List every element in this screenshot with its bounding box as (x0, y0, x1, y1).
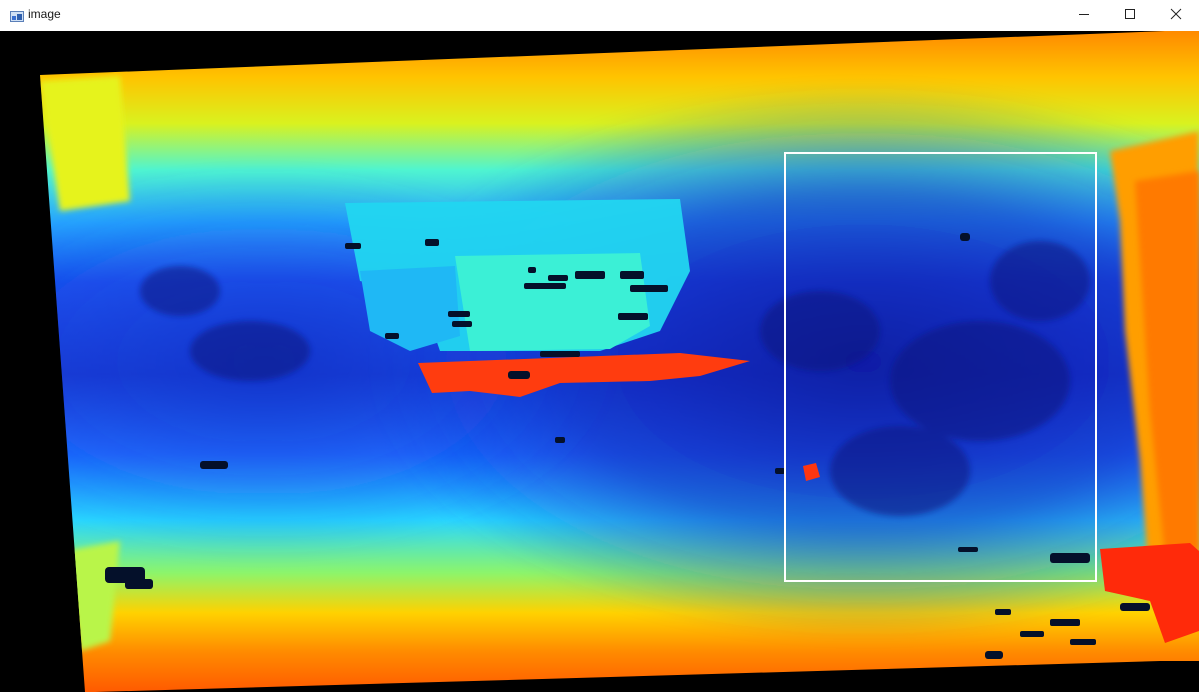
minimize-button[interactable] (1061, 0, 1107, 31)
image-app-icon (10, 9, 24, 22)
window-title: image (28, 7, 61, 21)
roi-rectangle (784, 152, 1097, 582)
minimize-icon (1078, 7, 1090, 25)
close-button[interactable] (1153, 0, 1199, 31)
title-bar[interactable]: image (0, 0, 1199, 31)
depth-image (0, 31, 1199, 692)
maximize-icon (1124, 7, 1136, 25)
maximize-button[interactable] (1107, 0, 1153, 31)
image-canvas[interactable] (0, 31, 1199, 692)
close-icon (1170, 7, 1182, 25)
